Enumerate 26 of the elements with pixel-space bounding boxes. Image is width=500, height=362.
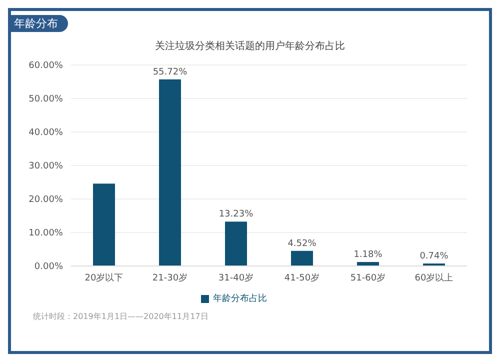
- y-tick-label: 40.00%: [28, 128, 64, 138]
- x-tick-label: 51-60岁: [350, 272, 386, 284]
- bar: [291, 250, 313, 266]
- bar: [225, 222, 247, 266]
- data-label: 13.23%: [218, 210, 254, 220]
- data-label: 0.74%: [420, 252, 449, 262]
- bar: [93, 184, 115, 266]
- data-label: 55.72%: [152, 67, 188, 78]
- bar: [159, 79, 181, 266]
- y-tick-label: 10.00%: [28, 228, 64, 239]
- x-tick-label: 41-50岁: [284, 272, 320, 284]
- y-tick-label: 60.00%: [28, 61, 64, 72]
- y-tick-label: 30.00%: [28, 162, 64, 172]
- y-tick-label: 0.00%: [34, 262, 64, 272]
- legend-label: 年龄分布占比: [213, 294, 267, 304]
- x-tick-label: 60岁以上: [414, 272, 454, 284]
- text: 统计时段：2019年1月1日——2020年11月17日: [33, 311, 208, 322]
- x-tick-label: 20岁以下: [84, 272, 124, 284]
- data-label: 4.52%: [288, 238, 317, 249]
- y-tick-label: 20.00%: [28, 195, 64, 206]
- text: 年龄分布: [11, 15, 68, 32]
- chart-title: 关注垃圾分类相关话题的用户年龄分布占比: [154, 40, 346, 53]
- x-tick-label: 21-30岁: [152, 272, 188, 284]
- x-tick-label: 31-40岁: [218, 272, 254, 284]
- y-tick-label: 50.00%: [28, 94, 64, 105]
- data-label: 1.18%: [354, 250, 383, 260]
